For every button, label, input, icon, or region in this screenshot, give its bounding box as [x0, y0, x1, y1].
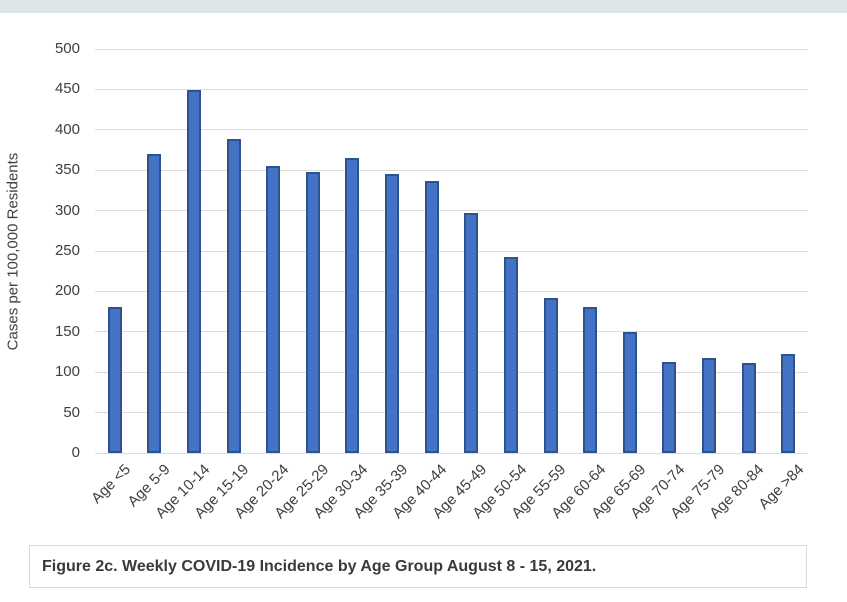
gridline	[95, 250, 808, 252]
bar-age-35-39	[385, 174, 400, 453]
gridline	[95, 371, 808, 373]
y-tick-label: 300	[54, 201, 80, 219]
bar-age-30-34	[345, 158, 360, 453]
bar-age->84	[781, 354, 796, 453]
bar-age-80-84	[741, 362, 756, 453]
y-tick-label: 350	[54, 161, 80, 179]
gridline	[95, 169, 808, 171]
gridline	[95, 210, 808, 212]
figure-caption-box: Figure 2c. Weekly COVID-19 Incidence by …	[29, 545, 807, 588]
bar-age-<5	[107, 306, 122, 453]
y-tick-label: 0	[71, 444, 80, 461]
y-tick-label: 150	[54, 322, 80, 340]
bar-age-55-59	[543, 297, 558, 453]
bar-age-60-64	[583, 306, 598, 453]
bar-age-10-14	[187, 90, 202, 453]
y-tick-label: 50	[63, 403, 80, 421]
bar-age-45-49	[464, 213, 479, 453]
bar-age-25-29	[305, 171, 320, 453]
gridline	[95, 48, 808, 50]
gridline	[95, 452, 808, 454]
gridline	[95, 412, 808, 414]
gridline	[95, 331, 808, 333]
bar-age-15-19	[226, 139, 241, 453]
gridline	[95, 290, 808, 292]
y-tick-label: 500	[54, 40, 80, 57]
top-strip	[0, 0, 847, 13]
y-tick-label: 400	[54, 120, 80, 138]
gridline	[95, 129, 808, 131]
bar-age-40-44	[424, 180, 439, 453]
bar-age-20-24	[266, 166, 281, 453]
gridline	[95, 88, 808, 90]
y-tick-label: 200	[54, 282, 80, 300]
figure-caption: Figure 2c. Weekly COVID-19 Incidence by …	[42, 557, 597, 575]
y-tick-label: 250	[54, 242, 80, 259]
y-tick-label: 450	[54, 80, 80, 98]
bar-age-5-9	[147, 154, 162, 453]
y-tick-label: 100	[54, 363, 80, 381]
bar-age-50-54	[503, 256, 518, 453]
bar-age-75-79	[701, 358, 716, 453]
bar-age-70-74	[662, 361, 677, 453]
bar-age-65-69	[622, 331, 637, 453]
